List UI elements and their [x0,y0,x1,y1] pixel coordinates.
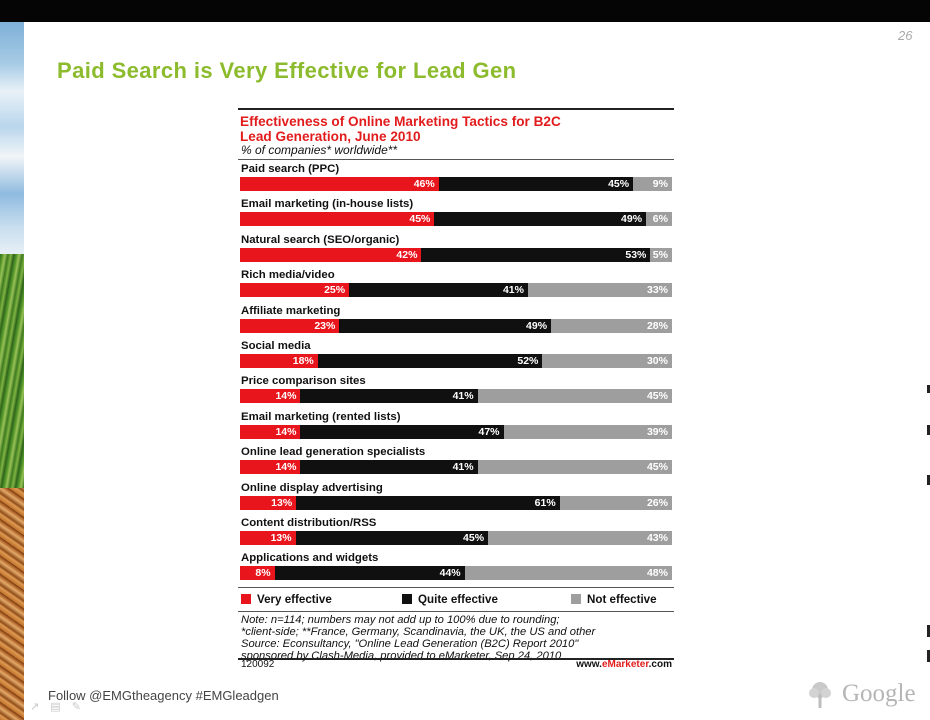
bar-segment-very: 25% [240,283,350,298]
bar-segment-not: 6% [646,212,672,227]
category-label: Email marketing (rented lists) [241,410,401,423]
bar-segment-very: 13% [240,495,297,510]
bar-segment-not: 45% [477,460,672,475]
chart-subtitle: % of companies* worldwide** [241,143,398,157]
bar-segment-quite: 45% [438,177,634,191]
decorative-strip-sky [0,22,24,254]
chart-title-line-1: Effectiveness of Online Marketing Tactic… [240,114,561,129]
slide-number: 26 [898,28,913,43]
bar-segment-very: 45% [240,212,435,227]
top-bar [0,0,930,22]
category-label: Natural search (SEO/organic) [241,233,400,246]
bar-segment-very: 8% [240,566,275,581]
edge-marks [926,385,930,665]
bar-segment-very: 46% [240,177,439,191]
category-label: Online lead generation specialists [241,446,426,459]
tree-icon [809,682,831,708]
google-logo: Google [806,676,918,716]
chart-note: Note: n=114; numbers may not add up to 1… [241,614,671,662]
bar-segment-not: 9% [633,177,672,191]
chart-title: Effectiveness of Online Marketing Tactic… [240,114,670,144]
legend-swatch [241,594,251,604]
chart-note-rule [238,611,674,612]
bar-segment-quite: 52% [317,354,543,368]
slide-title: Paid Search is Very Effective for Lead G… [57,58,517,83]
brand-suffix: .com [648,659,672,670]
bar-segment-quite: 41% [300,460,478,475]
category-label: Applications and widgets [241,552,379,565]
bar-segment-not: 45% [477,389,672,404]
chart-top-rule [238,108,674,110]
category-label: Affiliate marketing [241,304,341,317]
chart-subtitle-rule [238,159,674,160]
legend-item-not: Not effective [571,593,657,607]
bar-segment-very: 42% [240,247,422,262]
bar-segment-not: 48% [464,566,672,581]
bar-segment-not: 30% [542,354,672,368]
bar-segment-quite: 53% [421,247,651,262]
bar-segment-not: 5% [650,247,672,262]
decorative-strip-grass [0,254,24,488]
footer-text: Follow @EMGtheagency #EMGleadgen [48,688,279,703]
category-label: Rich media/video [241,269,335,282]
bar-segment-not: 33% [528,283,672,298]
note-line: Source: Econsultancy, "Online Lead Gener… [241,638,579,650]
chart-title-line-2: Lead Generation, June 2010 [240,129,421,144]
note-line: *client-side; **France, Germany, Scandin… [241,626,596,638]
bar-segment-very: 14% [240,389,301,404]
chart-id: 120092 [241,659,275,670]
legend-label: Quite effective [418,593,498,606]
chart-legend-rule [238,587,674,588]
bar-segment-quite: 41% [349,283,528,298]
brand-prefix: www. [576,659,602,670]
bar-segment-very: 14% [240,424,301,439]
chart-source-brand: www.eMarketer.com [576,659,672,670]
bar-segment-very: 23% [240,318,340,333]
bar-segment-not: 43% [488,531,672,545]
google-wordmark: Google [842,680,916,707]
category-label: Social media [241,340,311,352]
bar-segment-very: 13% [240,531,296,545]
category-label: Email marketing (in-house lists) [241,198,414,211]
note-line: Note: n=114; numbers may not add up to 1… [241,614,560,626]
chart-bottom-rule [238,658,674,660]
bar-segment-not: 26% [559,495,672,510]
bar-segment-very: 14% [240,460,301,475]
bar-segment-quite: 49% [434,212,647,227]
bar-segment-not: 28% [551,318,672,333]
bar-segment-not: 39% [503,424,672,439]
category-label: Content distribution/RSS [241,517,377,529]
bar-segment-quite: 47% [300,424,504,439]
category-label: Price comparison sites [241,375,366,388]
decorative-strip-earth [0,488,24,720]
bar-segment-quite: 45% [295,531,489,545]
brand-name: eMarketer [601,659,649,670]
legend-label: Not effective [587,593,657,606]
category-label: Paid search (PPC) [241,163,340,175]
bar-segment-very: 18% [240,354,318,368]
legend-swatch [571,594,581,604]
legend-label: Very effective [257,593,332,606]
legend-item-quite: Quite effective [402,593,498,607]
bar-segment-quite: 49% [339,318,552,333]
bar-segment-quite: 61% [296,495,560,510]
category-label: Online display advertising [241,481,383,494]
stacked-bar-chart: Effectiveness of Online Marketing Tactic… [238,108,674,672]
slide-control-icons: ↗ ▤ ✎ [30,701,85,713]
legend-swatch [402,594,412,604]
bar-segment-quite: 41% [300,389,478,404]
legend-item-very: Very effective [241,593,332,607]
bar-segment-quite: 44% [274,566,465,581]
